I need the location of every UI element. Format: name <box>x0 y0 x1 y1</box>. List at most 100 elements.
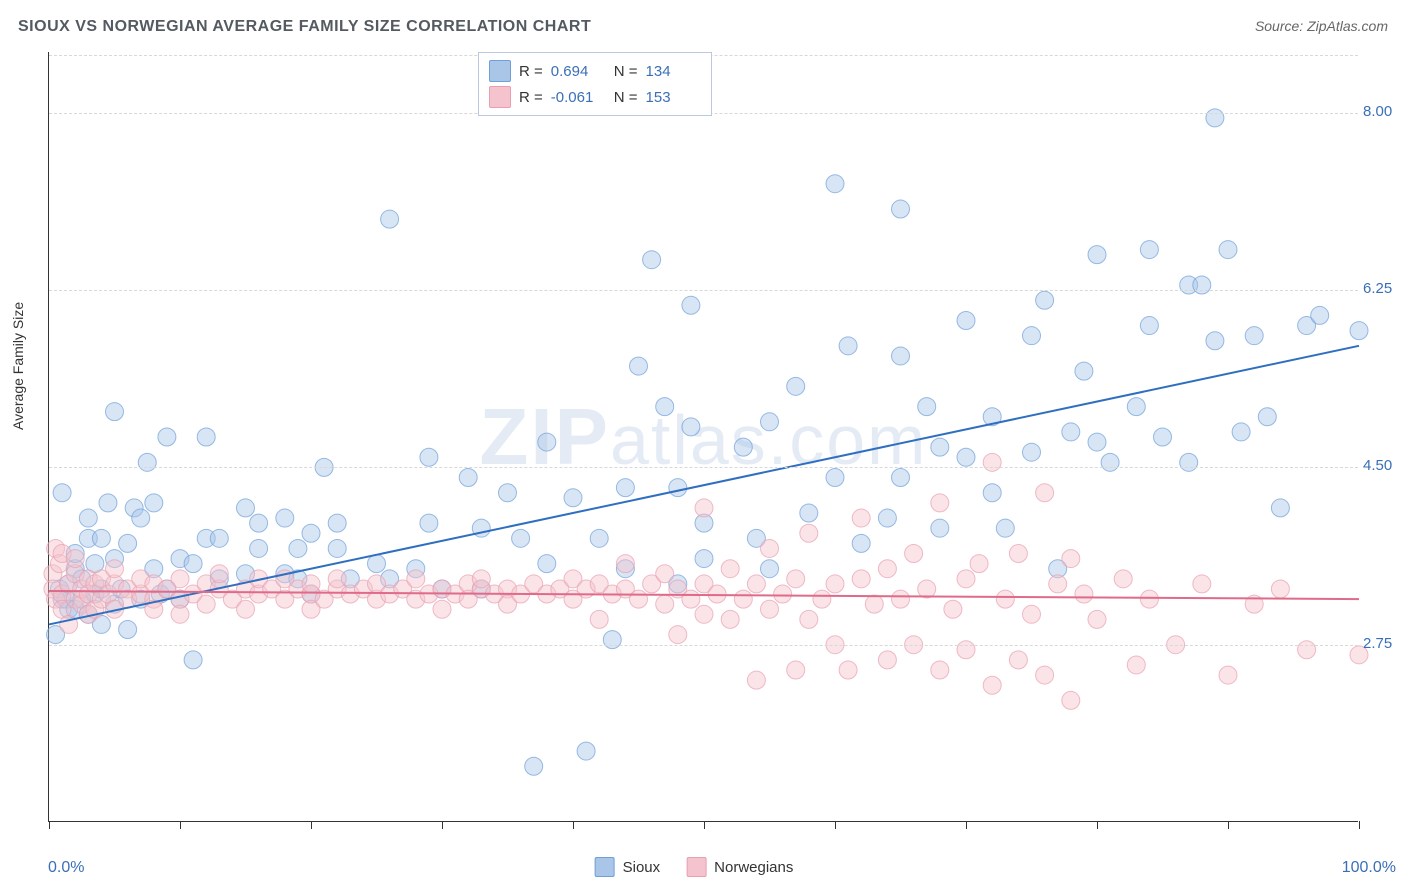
x-tick <box>49 821 50 829</box>
scatter-point <box>250 539 268 557</box>
source-prefix: Source: <box>1255 18 1307 34</box>
scatter-point <box>682 590 700 608</box>
scatter-point <box>171 605 189 623</box>
scatter-point <box>630 357 648 375</box>
scatter-point <box>472 570 490 588</box>
legend: SiouxNorwegians <box>595 857 812 877</box>
scatter-point <box>1036 291 1054 309</box>
scatter-point <box>66 550 84 568</box>
scatter-point <box>1193 276 1211 294</box>
legend-label: Sioux <box>623 859 661 876</box>
scatter-point <box>420 448 438 466</box>
scatter-point <box>1350 322 1368 340</box>
scatter-point <box>328 570 346 588</box>
scatter-point <box>1154 428 1172 446</box>
scatter-point <box>826 575 844 593</box>
scatter-point <box>643 251 661 269</box>
scatter-point <box>1258 408 1276 426</box>
x-tick <box>573 821 574 829</box>
scatter-point <box>92 529 110 547</box>
x-axis-min-label: 0.0% <box>48 859 84 877</box>
scatter-point <box>800 524 818 542</box>
scatter-point <box>119 534 137 552</box>
x-tick <box>704 821 705 829</box>
scatter-point <box>800 504 818 522</box>
scatter-point <box>721 560 739 578</box>
scatter-point <box>957 570 975 588</box>
scatter-point <box>1088 610 1106 628</box>
scatter-point <box>53 484 71 502</box>
stats-swatch <box>489 86 511 108</box>
scatter-point <box>1245 327 1263 345</box>
scatter-point <box>1271 499 1289 517</box>
scatter-point <box>905 545 923 563</box>
scatter-point <box>1219 241 1237 259</box>
scatter-point <box>538 555 556 573</box>
scatter-point <box>1062 550 1080 568</box>
y-tick-label: 2.75 <box>1363 635 1406 652</box>
scatter-point <box>381 210 399 228</box>
scatter-point <box>682 296 700 314</box>
scatter-point <box>826 175 844 193</box>
scatter-point <box>787 661 805 679</box>
scatter-point <box>996 519 1014 537</box>
scatter-point <box>1271 580 1289 598</box>
scatter-point <box>721 610 739 628</box>
scatter-point <box>839 337 857 355</box>
scatter-point <box>761 600 779 618</box>
scatter-point <box>892 469 910 487</box>
stat-N-label: N = <box>614 63 638 80</box>
scatter-point <box>970 555 988 573</box>
chart-area: ZIPatlas.com 2.754.506.258.00 <box>48 52 1358 822</box>
scatter-point <box>852 570 870 588</box>
scatter-point <box>1088 433 1106 451</box>
scatter-point <box>931 438 949 456</box>
scatter-point <box>787 570 805 588</box>
scatter-point <box>210 565 228 583</box>
x-tick <box>1097 821 1098 829</box>
scatter-point <box>525 757 543 775</box>
stat-R-value: -0.061 <box>551 89 606 106</box>
scatter-point <box>800 610 818 628</box>
scatter-point <box>865 595 883 613</box>
scatter-point <box>813 590 831 608</box>
scatter-point <box>328 514 346 532</box>
scatter-point <box>983 676 1001 694</box>
stat-N-label: N = <box>614 89 638 106</box>
stats-row: R = 0.694 N = 134 <box>489 58 701 84</box>
source-label: Source: ZipAtlas.com <box>1255 18 1388 34</box>
scatter-point <box>957 641 975 659</box>
scatter-point <box>276 509 294 527</box>
scatter-point <box>747 671 765 689</box>
scatter-point <box>878 509 896 527</box>
scatter-point <box>512 529 530 547</box>
scatter-point <box>1127 656 1145 674</box>
scatter-point <box>119 621 137 639</box>
scatter-point <box>407 570 425 588</box>
x-tick <box>442 821 443 829</box>
scatter-point <box>171 570 189 588</box>
scatter-point <box>892 590 910 608</box>
scatter-point <box>237 499 255 517</box>
scatter-point <box>564 489 582 507</box>
scatter-point <box>944 600 962 618</box>
gridline-h <box>49 290 1358 291</box>
scatter-point <box>1298 641 1316 659</box>
scatter-point <box>158 428 176 446</box>
scatter-point <box>852 534 870 552</box>
scatter-point <box>616 555 634 573</box>
scatter-point <box>433 600 451 618</box>
scatter-point <box>99 494 117 512</box>
scatter-point <box>1009 545 1027 563</box>
scatter-point <box>1140 317 1158 335</box>
scatter-point <box>184 651 202 669</box>
scatter-point <box>1062 423 1080 441</box>
scatter-point <box>106 560 124 578</box>
x-tick <box>835 821 836 829</box>
scatter-point <box>1049 575 1067 593</box>
legend-swatch <box>686 857 706 877</box>
scatter-point <box>878 560 896 578</box>
scatter-point <box>983 484 1001 502</box>
y-tick-label: 6.25 <box>1363 280 1406 297</box>
scatter-point <box>839 661 857 679</box>
